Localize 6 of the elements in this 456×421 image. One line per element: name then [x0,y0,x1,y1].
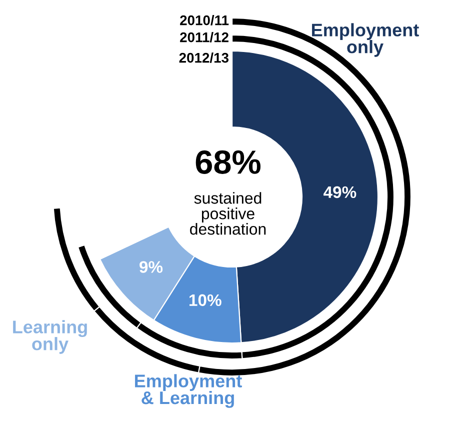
slice-label: Employment & Learning [135,374,242,408]
data-label: 9% [140,261,163,273]
data-label: 49% [324,186,356,198]
data-label: 10% [190,294,222,306]
slice-label: Employment only [312,23,419,57]
slice-label: Learning only [13,320,87,354]
